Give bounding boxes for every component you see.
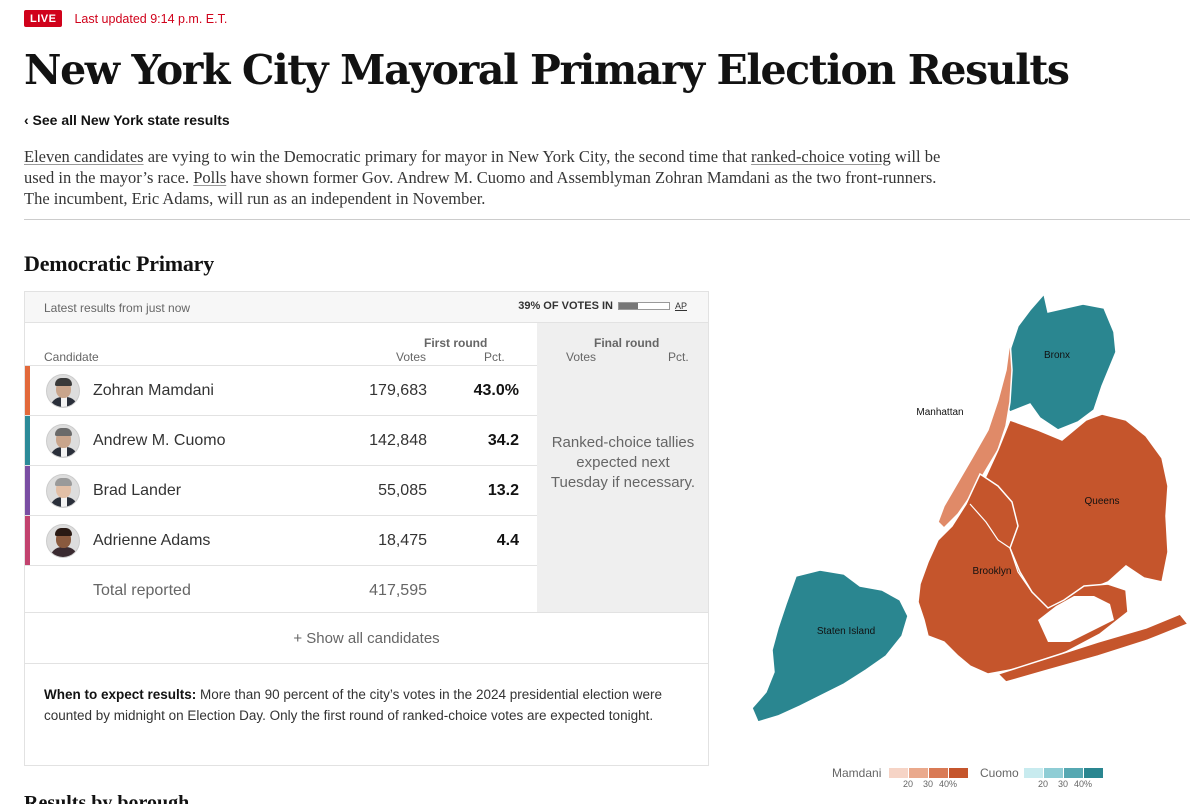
results-panel: Latest results from just now 39% OF VOTE… [24, 291, 709, 766]
section-divider [24, 219, 1190, 220]
avatar [46, 474, 80, 508]
show-all-candidates-button[interactable]: + Show all candidates [25, 612, 708, 663]
votes-in-progress-bar [617, 302, 670, 310]
first-pct-header: Pct. [484, 350, 505, 364]
eleven-candidates-link[interactable]: Eleven candidates [24, 147, 144, 166]
legend-swatch [949, 768, 968, 778]
candidate-rows: Zohran Mamdani 179,683 43.0% Andrew M. C… [25, 365, 537, 615]
legend-mamdani-label: Mamdani [832, 766, 882, 780]
candidate-votes: 18,475 [378, 532, 427, 549]
label-bronx: Bronx [1044, 350, 1070, 361]
legend-cuomo-ticks: 20 30 40% [1037, 779, 1092, 789]
results-status-bar: Latest results from just now 39% OF VOTE… [25, 292, 708, 323]
candidate-color-bar [25, 466, 30, 515]
page-title: New York City Mayoral Primary Election R… [24, 46, 1070, 94]
legend-swatch [909, 768, 928, 778]
candidate-name: Zohran Mamdani [93, 382, 214, 399]
candidate-name: Adrienne Adams [93, 532, 211, 549]
ranked-choice-note: Ranked-choice tallies expected next Tues… [550, 434, 696, 491]
legend-mamdani-ticks: 20 30 40% [902, 779, 957, 789]
label-manhattan: Manhattan [916, 407, 963, 418]
jamaica-bay [1038, 596, 1114, 642]
legend-mamdani-swatches [889, 768, 968, 778]
total-label: Total reported [93, 582, 191, 599]
avatar [46, 524, 80, 558]
candidate-name: Andrew M. Cuomo [93, 432, 226, 449]
label-brooklyn: Brooklyn [973, 566, 1012, 577]
section-title: Democratic Primary [24, 251, 215, 276]
table-row: Zohran Mamdani 179,683 43.0% [25, 365, 537, 415]
votes-in-indicator: 39% OF VOTES IN AP [518, 300, 687, 312]
final-round-header: Final round [594, 336, 660, 350]
candidate-pct: 34.2 [487, 432, 519, 449]
ranked-choice-link[interactable]: ranked-choice voting [751, 147, 891, 166]
legend-swatch [889, 768, 908, 778]
legend-swatch [1084, 768, 1103, 778]
candidate-color-bar [25, 416, 30, 465]
legend-swatch [1064, 768, 1083, 778]
avatar [46, 374, 80, 408]
votes-in-text: 39% OF VOTES IN [518, 300, 613, 312]
legend-swatch [1044, 768, 1063, 778]
next-section-title: Results by borough [24, 792, 190, 804]
first-votes-header: Votes [396, 350, 427, 364]
final-round-column [537, 323, 708, 612]
candidate-name: Brad Lander [93, 482, 182, 499]
table-row: Andrew M. Cuomo 142,848 34.2 [25, 415, 537, 465]
polls-link[interactable]: Polls [193, 168, 227, 187]
results-table: First round Candidate Votes Pct. Final r… [25, 323, 708, 612]
live-badge: LIVE [24, 10, 63, 27]
total-row: Total reported 417,595 [25, 565, 537, 615]
legend-cuomo-label: Cuomo [980, 766, 1019, 780]
borough-border [969, 503, 1033, 593]
intro-paragraph: Eleven candidates are vying to win the D… [24, 147, 941, 208]
legend-cuomo-swatches [1024, 768, 1103, 778]
total-votes: 417,595 [369, 582, 427, 599]
candidate-pct: 13.2 [487, 482, 519, 499]
legend-swatch [929, 768, 948, 778]
final-pct-header: Pct. [668, 350, 689, 364]
candidate-votes: 55,085 [378, 482, 427, 499]
avatar [46, 424, 80, 458]
candidate-pct: 43.0% [473, 382, 519, 399]
first-round-header: First round [424, 336, 488, 350]
see-all-state-results-link[interactable]: ‹ See all New York state results [24, 112, 230, 128]
legend-swatch [1024, 768, 1043, 778]
candidate-color-bar [25, 516, 30, 565]
final-votes-header: Votes [566, 350, 597, 364]
borough-bronx[interactable] [1001, 292, 1117, 431]
candidate-pct: 4.4 [496, 532, 519, 549]
candidate-votes: 142,848 [369, 432, 427, 449]
when-to-expect-results: When to expect results: More than 90 per… [25, 663, 708, 767]
borough-rockaway [996, 613, 1190, 683]
ap-link[interactable]: AP [674, 301, 687, 311]
label-queens: Queens [1084, 496, 1119, 507]
latest-results-text: Latest results from just now [44, 301, 191, 315]
borough-staten-island[interactable] [751, 569, 909, 723]
table-row: Brad Lander 55,085 13.2 [25, 465, 537, 515]
label-staten-island: Staten Island [817, 626, 875, 637]
candidate-votes: 179,683 [369, 382, 427, 399]
candidate-header: Candidate [44, 350, 99, 364]
candidate-color-bar [25, 366, 30, 415]
nyc-borough-map: Bronx Manhattan Queens Brooklyn Staten I… [751, 292, 1190, 723]
live-bar: LIVE Last updated 9:14 p.m. E.T. [24, 10, 227, 27]
borough-manhattan[interactable] [937, 339, 1013, 530]
table-row: Adrienne Adams 18,475 4.4 [25, 515, 537, 565]
last-updated: Last updated 9:14 p.m. E.T. [74, 11, 228, 26]
progress-fill [618, 303, 639, 309]
